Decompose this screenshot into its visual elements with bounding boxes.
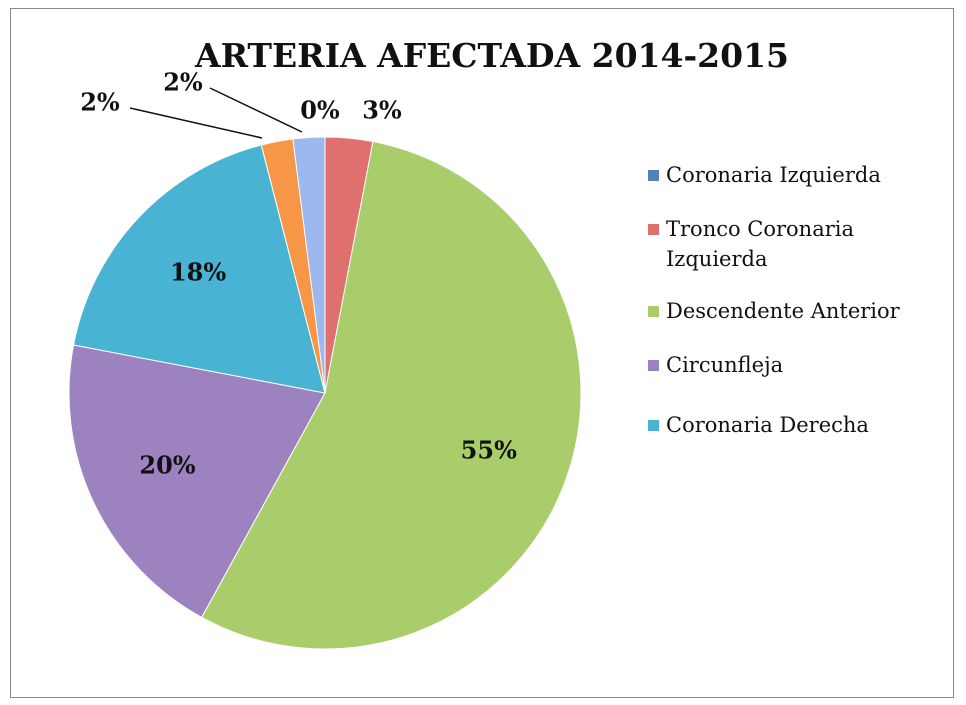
data-label: 2% (163, 68, 203, 97)
leader-line (129, 107, 263, 139)
legend-swatch (648, 306, 659, 317)
data-label: 3% (362, 96, 402, 125)
legend-swatch (648, 224, 659, 235)
pie-slice (200, 140, 582, 650)
legend-label: Descendente Anterior (666, 299, 900, 323)
legend-label: Tronco Coronaria Izquierda (666, 217, 855, 271)
legend-label: Circunfleja (666, 353, 784, 377)
legend-item: Descendente Anterior (648, 296, 918, 326)
pie-slice (68, 344, 326, 619)
legend-item: Coronaria Derecha (648, 410, 918, 440)
pie-slice (292, 136, 326, 394)
chart-frame (10, 8, 954, 698)
chart-title: ARTERIA AFECTADA 2014-2015 (194, 36, 789, 75)
pie-slice (72, 144, 326, 394)
legend-item: Coronaria Izquierda (648, 160, 918, 190)
legend-swatch (648, 170, 659, 181)
legend-label: Coronaria Izquierda (666, 163, 881, 187)
legend: Coronaria Izquierda Tronco Coronaria Izqu… (648, 160, 918, 440)
data-label: 18% (170, 257, 226, 286)
data-label: 2% (80, 88, 120, 117)
data-label: 20% (139, 451, 195, 480)
data-label: 0% (300, 96, 340, 125)
legend-swatch (648, 360, 659, 371)
data-label: 55% (461, 435, 517, 464)
leader-line (209, 87, 303, 133)
legend-label: Coronaria Derecha (666, 413, 869, 437)
legend-swatch (648, 420, 659, 431)
legend-item: Tronco Coronaria Izquierda (648, 214, 918, 274)
legend-item: Circunfleja (648, 350, 918, 380)
